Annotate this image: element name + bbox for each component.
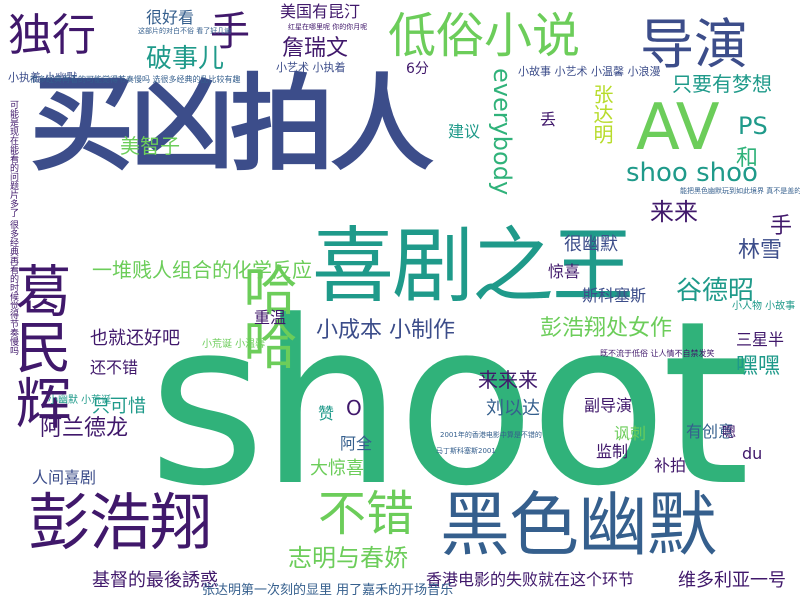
word-henyoumo: 很幽默 [564, 234, 618, 255]
word-longline1: 很多经典再看的可能觉得节奏慢吗 选很多经典的乱比较有趣 [30, 75, 241, 84]
word-xiaohuangdan: 小荒诞 小温馨 [202, 339, 266, 350]
word-en: 嗯 [722, 425, 736, 441]
word-longline2: 可能是现在能看的问题片多了 很多经典再看的时候觉得节奏慢吗 [8, 100, 18, 355]
word-sanxingban: 三星半 [736, 330, 785, 349]
word-yejiuhaihaoba: 也就还好吧 [90, 328, 180, 349]
word-shoot: shoot [148, 273, 750, 536]
word-xianggang: 香港电影的失败就在这个环节 [426, 570, 635, 589]
word-aquan: 阿全 [340, 434, 373, 453]
word-pushiyi: 破事儿 [146, 44, 225, 74]
word-fengci: 讽刺 [614, 424, 647, 443]
word-everybody: everybody [488, 68, 516, 196]
word-av: AV [636, 91, 720, 165]
word-pengchufuzuo: 彭浩翔处女作 [540, 316, 673, 341]
word-zhangdaming: 张达明 [590, 84, 614, 144]
word-yiduijianren: 一堆贱人组合的化学反应 [92, 258, 312, 282]
word-maixiong: 买凶拍人 [30, 63, 434, 185]
word-laelaelae: 来来来 [478, 368, 538, 392]
word-tiny1: 红星在哪里呢 你的你月呢 [288, 23, 368, 31]
word-he: 和 [736, 146, 759, 171]
word-zan: 赞 [318, 404, 335, 423]
word-dijisuxiaoshuo: 低俗小说 [388, 8, 581, 64]
word-fudaoyan: 副导演 [584, 396, 633, 415]
word-sikesaisi: 斯科塞斯 [582, 286, 647, 305]
word-zhangdamingfirst: 张达明第一次刻的显里 用了嘉禾的开场音乐 [202, 583, 454, 598]
word-meiguoyoukunting: 美国有昆汀 [280, 2, 361, 21]
word-daoyan: 导演 [640, 13, 748, 76]
word-penghaoxiang: 彭浩翔 [28, 486, 212, 559]
word-gudezhao: 谷德昭 [676, 276, 755, 306]
word-zhiyaoyoumengxiang: 只要有梦想 [672, 72, 772, 96]
word-chongwen: 重温 [254, 308, 287, 327]
word-xiaogushi: 小故事 小艺术 小温馨 小浪漫 [518, 65, 661, 78]
word-heihei: 嘿嘿 [736, 354, 781, 379]
word-liuyida: 刘以达 [486, 398, 540, 419]
word-liufen: 6分 [406, 61, 429, 77]
word-buqiao: 补拍 [654, 456, 687, 475]
word-du: du [742, 444, 763, 463]
word-xijuzhiwang: 喜剧之王 [312, 219, 634, 314]
word-xiaozhizhu: 小执着 小幽默 [8, 71, 78, 84]
word-tiny4: 能把黑色幽默玩到如此境界 真不是盖的 [680, 187, 800, 195]
word-tiny6: 马丁斯科塞斯2001 [436, 447, 496, 455]
word-shooshoo: shoo shoo [626, 158, 758, 188]
word-laila: 来来 [650, 198, 698, 226]
word-bucuo: 不错 [318, 486, 415, 542]
word-huanbucuo: 还不错 [90, 358, 139, 377]
word-gemin-hui: 葛民辉 [6, 262, 71, 430]
word-jianyi: 建议 [448, 122, 481, 141]
word-meizhizi: 美智子 [120, 134, 180, 158]
word-weiduoliya: 维多利亚一号 [678, 570, 786, 591]
word-o: O [346, 396, 362, 420]
word-tiny2: 这部片的对白不俗 看了好几遍 [138, 27, 232, 35]
word-jianzhi: 监制 [596, 442, 629, 461]
word-xiaochengben: 小成本 小制作 [316, 318, 455, 343]
word-heiseyoumo: 黑色幽默 [440, 484, 717, 566]
word-xiaoyishu: 小艺术 小执着 [276, 61, 346, 74]
word-dajingxi: 大惊喜 [310, 458, 364, 479]
word-renjianxiju: 人间喜剧 [32, 468, 97, 487]
word-xiaorenwu: 小人物 小故事 [732, 301, 796, 312]
word-henhaokan: 很好看 [146, 8, 195, 27]
word-jidu: 基督的最後誘惑 [92, 570, 218, 591]
word-linxue: 林雪 [738, 238, 783, 263]
word-zhimingyuchunjiao: 志明与春娇 [288, 544, 408, 572]
word-diu: 丢 [540, 110, 557, 129]
word-tiny3: 2001年的香港电影中算是不错的 [440, 431, 542, 439]
word-zhanruiwen: 詹瑞文 [282, 36, 349, 61]
word-haha: 哈哈 [234, 262, 297, 370]
word-duxing: 独行 [8, 10, 96, 61]
word-tiny5: 既不流于低俗 让人情不自禁发笑 [600, 349, 715, 358]
word-jingxi: 惊喜 [548, 262, 581, 281]
word-ps: PS [738, 112, 768, 140]
word-youchuangyi: 有创意 [686, 422, 735, 441]
word-shou2: 手 [770, 214, 793, 239]
word-shou: 手 [210, 9, 250, 55]
word-alandelong: 阿兰德龙 [40, 416, 129, 441]
word-xiaoyoumo: 小幽默 小荒诞 [48, 395, 112, 406]
word-zhikexi: 只可惜 [92, 396, 146, 417]
